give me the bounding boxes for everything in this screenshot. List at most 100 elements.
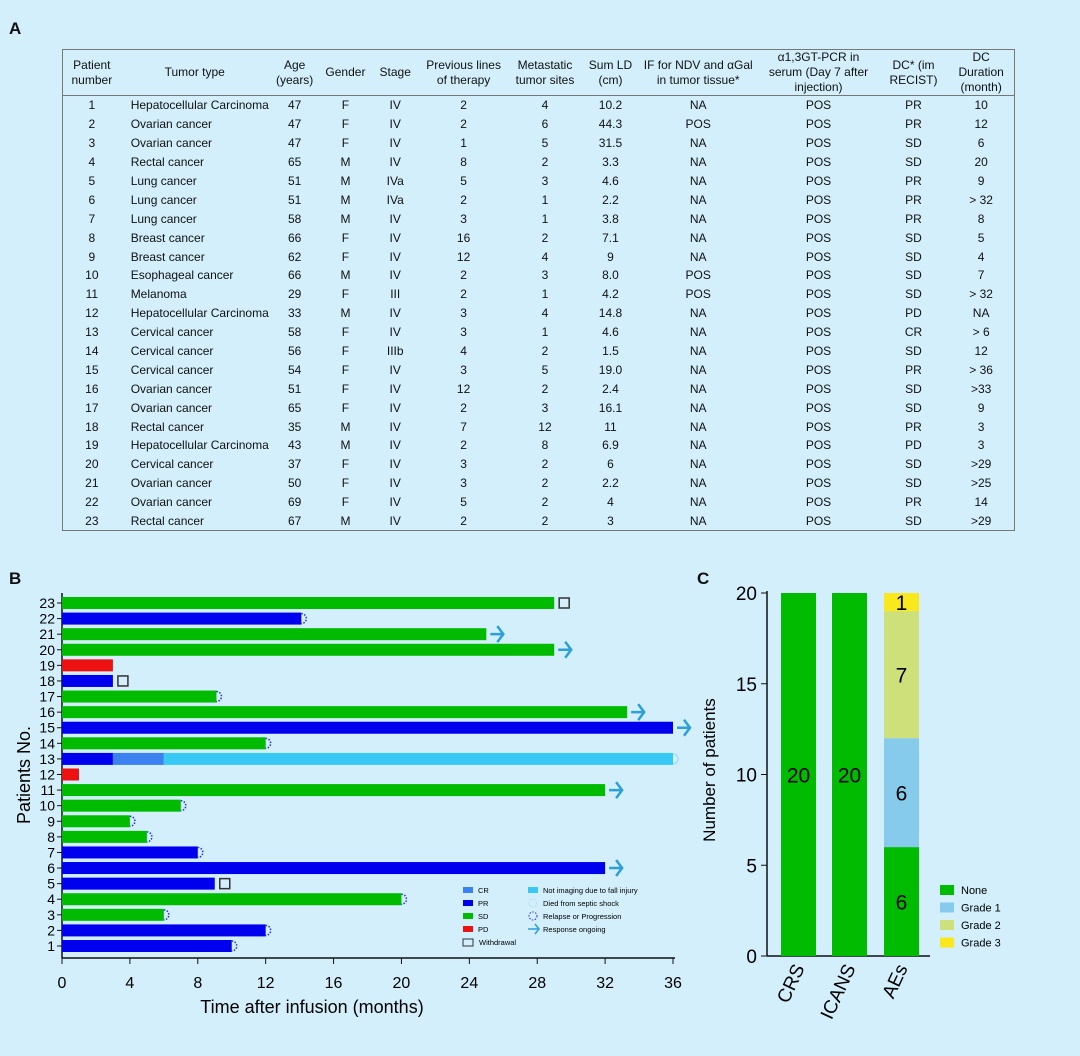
bar-segment-sd [62,815,130,828]
y-tick-label: 5 [47,876,55,892]
table-cell: 3 [88,136,96,151]
y-axis-title: Patients No. [14,726,34,824]
withdrawal-marker [558,597,570,609]
table-row: 21 Ovarian cancer 50 F IV 3 2 2.2 NA POS SD >25 [63,474,1015,493]
stacked-bar-grade-3 [884,593,919,612]
column-header: Tumor type [120,49,269,96]
table-cell: 2 [541,457,549,472]
y-tick-label: 9 [47,813,55,829]
relapse-marker [265,737,272,750]
relapse-marker [301,612,307,625]
table-cell: 66 [287,230,302,245]
table-cell: 2 [541,514,549,529]
table-row: 7 Lung cancer 58 M IV 3 1 3.8 NA POS PR 8 [63,209,1015,228]
bar-value-label: 6 [896,892,908,915]
table-cell: 3 [541,268,549,283]
table-cell: Cervical cancer [130,344,214,359]
table-cell: F [341,136,350,151]
table-cell: 3.8 [602,211,619,226]
table-cell: CR [904,325,923,340]
stacked-bar-grade-1 [884,738,919,848]
table-cell: POS [805,381,832,396]
table-cell: NA [689,438,707,453]
table-cell: > 32 [969,192,993,207]
table-cell: 44.3 [598,117,623,132]
table-cell: 51 [287,174,302,188]
table-cell: 3 [977,438,985,453]
y-tick-label: 12 [39,767,55,783]
y-tick-label: 3 [47,907,55,923]
legend-swatch [463,900,473,906]
bar-segment-sd [62,643,555,656]
table-cell: POS [805,155,832,170]
table-row: 1 Hepatocellular Carcinoma 47 F IV 2 4 10.2 NA PO… [63,96,1015,115]
died-marker [672,753,679,765]
table-cell: > 6 [972,325,990,340]
relapse-marker [216,690,223,703]
table-cell: 16 [456,230,471,245]
column-header: α1,3GT-PCR in serum (Day 7 after injecti… [758,49,879,96]
table-cell: Ovarian cancer [130,476,213,491]
table-cell: 2 [460,400,467,415]
table-cell: 4 [541,249,549,264]
table-cell: 66 [287,268,302,283]
table-cell: PR [905,174,922,188]
table-cell: 43 [287,438,302,453]
table-cell: 8 [541,438,549,453]
table-cell: Cervical cancer [130,362,214,377]
c-legend-swatch [940,885,954,895]
c-legend-label: Grade 1 [961,903,1001,915]
bar-segment-pr [62,940,232,952]
y-tick-label: 22 [39,611,55,627]
table-cell: 1 [460,136,467,151]
table-cell: NA [689,476,707,491]
x-tick-label: 4 [125,975,134,992]
bar-segment-sd [62,799,181,812]
x-tick-label: 24 [460,975,478,992]
table-cell: POS [805,419,832,434]
table-cell: SD [905,249,922,264]
table-cell: F [341,362,350,377]
bar-segment-pr [62,674,113,687]
table-cell: 2 [460,98,467,113]
table-cell: 3 [977,419,985,434]
table-cell: 18 [85,419,99,434]
legend-swatch [463,887,473,893]
table-cell: Ovarian cancer [130,381,213,396]
table-cell: 12 [456,381,471,396]
table-cell: IV [389,98,401,113]
table-cell: PR [905,98,922,113]
table-cell: Lung cancer [130,211,197,226]
table-cell: F [341,344,350,359]
table-cell: 65 [287,400,302,415]
table-cell: 2 [541,155,549,170]
column-header: IF for NDV and αGal in tumor tissue* [638,49,759,96]
column-header: Previous lines of therapy [420,49,508,96]
table-cell: 6 [88,192,96,207]
x-tick-label: 32 [596,975,614,992]
y-tick-label: 10 [39,798,55,814]
table-cell: 51 [287,192,302,207]
table-cell: 54 [287,362,302,377]
table-row: 17 Ovarian cancer 65 F IV 2 3 16.1 NA POS SD 9 [63,398,1015,417]
table-cell: 1 [541,325,549,340]
table-cell: IV [389,419,401,434]
table-cell: 1.5 [602,344,619,359]
table-cell: 23 [85,514,99,529]
table-cell: 50 [287,476,302,491]
y-tick-label: 8 [47,829,55,845]
c-y-tick-label: 0 [746,947,757,968]
x-tick-label: 28 [528,975,546,992]
y-tick-label: 20 [39,642,55,658]
column-header: Metastatic tumor sites [507,49,583,96]
c-legend-label: None [961,885,987,897]
legend-label: Relapse or Progression [543,912,621,921]
bar-segment-sd [62,690,217,703]
table-row: 6 Lung cancer 51 M IVa 2 1 2.2 NA POS PR > 32 [63,190,1015,209]
table-cell: M [340,268,351,283]
table-cell: 13 [85,325,99,340]
table-cell: 2 [460,287,467,302]
table-cell: POS [805,438,832,453]
table-cell: 2 [460,192,467,207]
table-cell: > 36 [969,362,993,377]
